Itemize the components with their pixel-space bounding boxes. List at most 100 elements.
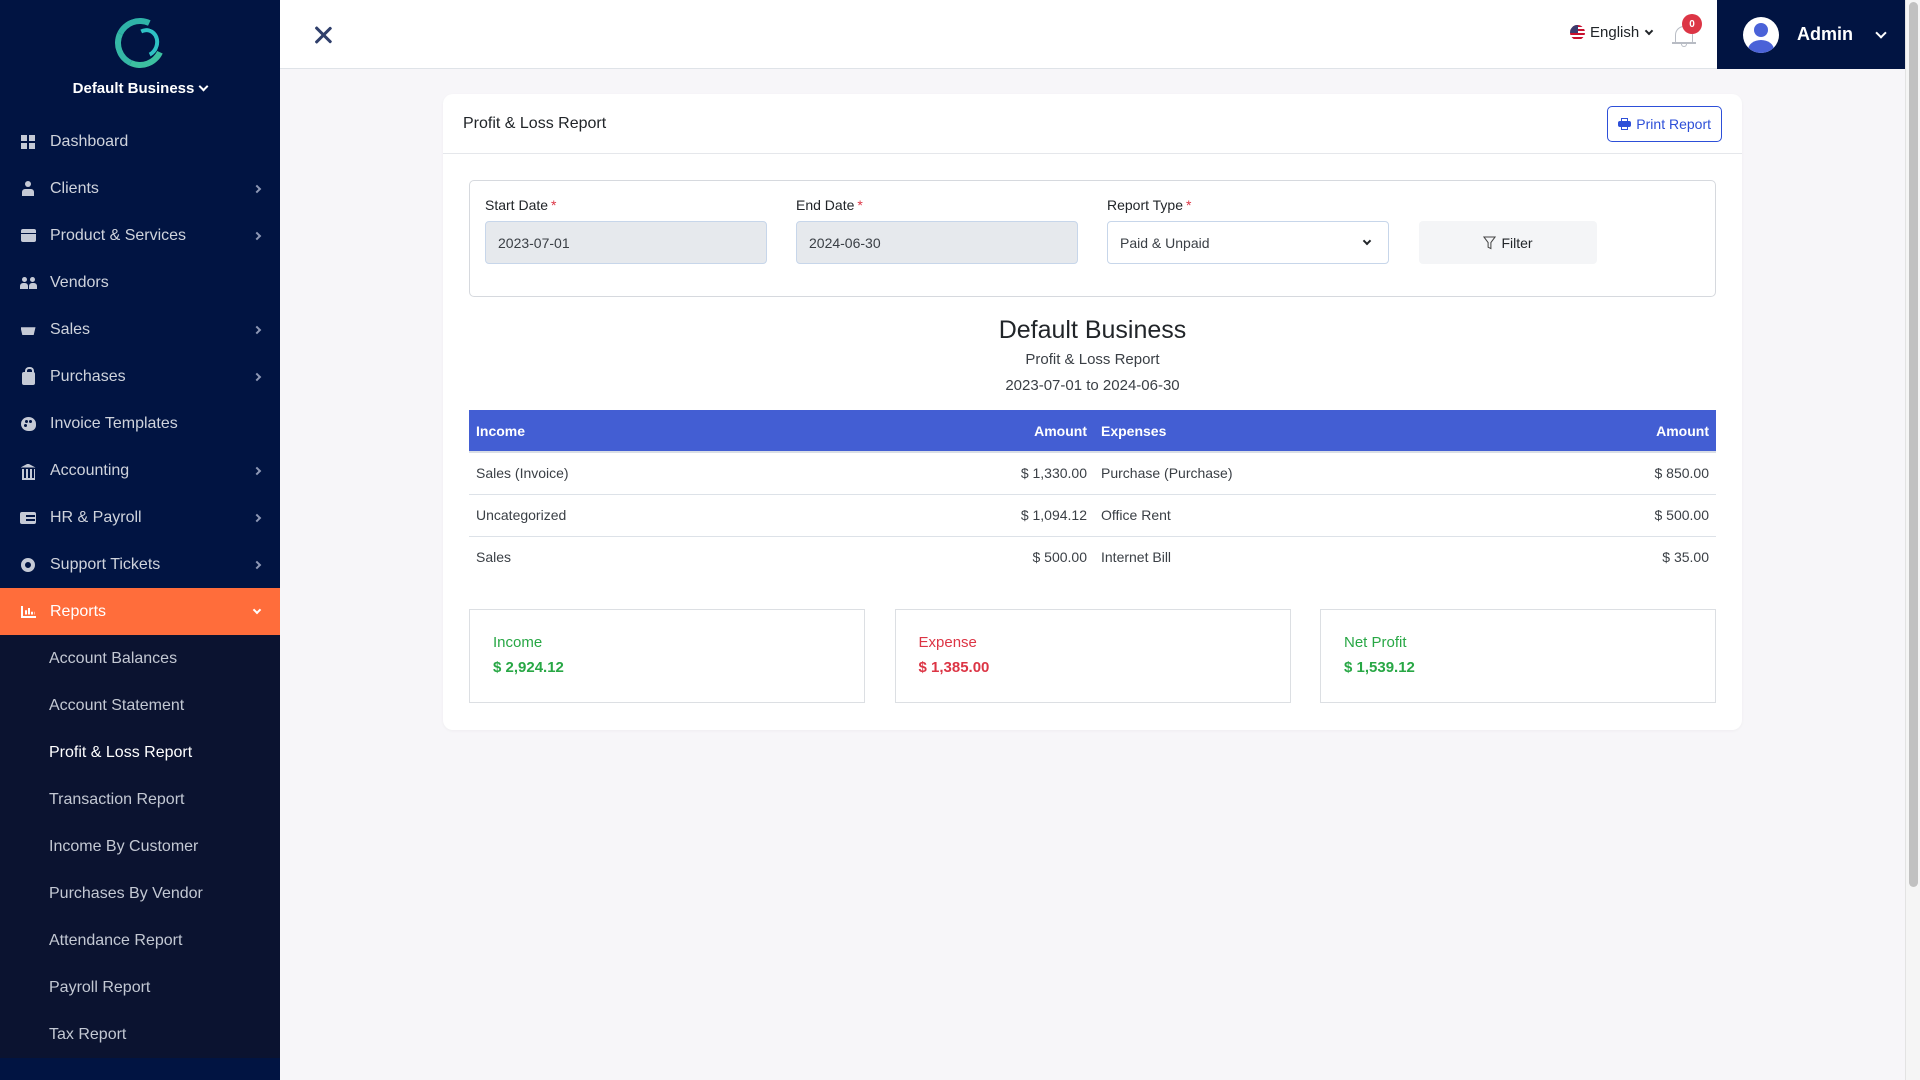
user-tie-icon	[20, 181, 36, 197]
report-card: Profit & Loss Report Print Report Start …	[443, 94, 1742, 730]
life-ring-icon	[20, 557, 36, 573]
submenu-item-tax-report[interactable]: Tax Report	[49, 1025, 127, 1043]
app-logo-icon	[107, 10, 173, 76]
income-amount: $ 500.00	[1032, 549, 1088, 566]
end-date-input[interactable]: 2024-06-30	[796, 221, 1078, 264]
expense-category: Purchase (Purchase)	[1094, 452, 1517, 495]
sidebar-menu: Dashboard Clients Product & Services Ven…	[0, 118, 280, 635]
expense-amount: $ 850.00	[1516, 452, 1716, 495]
print-report-label: Print Report	[1636, 115, 1711, 132]
report-type-field: Report Type * Paid & Unpaid	[1107, 197, 1389, 264]
chevron-right-icon	[252, 231, 262, 240]
scrollbar-thumb[interactable]	[1909, 2, 1918, 887]
sidebar-item-label: Reports	[50, 602, 107, 620]
sidebar-item-purchases[interactable]: Purchases	[0, 353, 280, 400]
submenu-item-income-by-customer[interactable]: Income By Customer	[49, 837, 199, 855]
submenu-item-payroll-report[interactable]: Payroll Report	[49, 978, 151, 996]
submenu-item-transaction-report[interactable]: Transaction Report	[49, 790, 185, 808]
end-date-label: End Date *	[796, 197, 863, 213]
sidebar-item-support-tickets[interactable]: Support Tickets	[0, 541, 280, 588]
business-switcher[interactable]: Default Business	[72, 80, 209, 97]
income-amount: $ 1,094.12	[974, 494, 1094, 537]
column-expense-amount: Amount	[1516, 410, 1716, 453]
printer-icon	[1618, 117, 1632, 130]
box-icon	[20, 228, 36, 244]
chart-bar-icon	[20, 604, 36, 620]
income-amount: $ 1,330.00	[974, 452, 1094, 495]
chevron-down-icon	[1362, 236, 1372, 245]
sidebar-item-reports[interactable]: Reports	[0, 588, 280, 635]
filter-panel: Start Date * 2023-07-01 End Date * 2024-06…	[469, 180, 1716, 297]
palette-icon	[20, 416, 36, 432]
chevron-right-icon	[252, 184, 262, 193]
start-date-input[interactable]: 2023-07-01	[485, 221, 767, 264]
column-income-amount: Amount	[974, 410, 1094, 453]
expense-total-value: $ 1,385.00	[918, 659, 990, 676]
print-report-button[interactable]: Print Report	[1607, 105, 1722, 142]
sidebar-item-accounting[interactable]: Accounting	[0, 447, 280, 494]
user-menu[interactable]: Admin	[1717, 0, 1905, 69]
profit-loss-table: Income Amount Expenses Amount Sales (Inv…	[469, 410, 1716, 578]
bank-icon	[20, 463, 36, 480]
income-total-value: $ 2,924.12	[493, 659, 564, 676]
report-type-select[interactable]: Paid & Unpaid	[1107, 221, 1389, 264]
chevron-down-icon	[1875, 26, 1887, 39]
chevron-down-icon	[1644, 26, 1654, 35]
avatar	[1743, 16, 1779, 53]
language-selector[interactable]: English	[1570, 24, 1654, 41]
sidebar-item-sales[interactable]: Sales	[0, 306, 280, 353]
sidebar-item-label: HR & Payroll	[50, 508, 142, 526]
money-card-icon	[20, 510, 36, 526]
report-type-label: Report Type *	[1107, 197, 1192, 213]
submenu-item-attendance-report[interactable]: Attendance Report	[49, 931, 183, 949]
income-total-box: Income $ 2,924.12	[469, 609, 865, 703]
submenu-item-purchases-by-vendor[interactable]: Purchases By Vendor	[49, 884, 203, 902]
users-icon	[20, 275, 37, 291]
end-date-field: End Date * 2024-06-30	[796, 197, 1078, 264]
chevron-right-icon	[252, 372, 262, 381]
report-type-value: Paid & Unpaid	[1120, 234, 1210, 251]
close-sidebar-button[interactable]	[310, 22, 336, 48]
page-title: Profit & Loss Report	[463, 114, 607, 132]
report-subtitle: Profit & Loss Report	[1025, 351, 1160, 368]
business-name: Default Business	[72, 80, 195, 97]
us-flag-icon	[1570, 25, 1585, 40]
expense-category: Office Rent	[1094, 494, 1517, 537]
table-row: Uncategorized $ 1,094.12 Office Rent $ 5…	[469, 494, 1716, 537]
sidebar-item-clients[interactable]: Clients	[0, 165, 280, 212]
sidebar-item-products-services[interactable]: Product & Services	[0, 212, 280, 259]
expense-total-box: Expense $ 1,385.00	[894, 609, 1291, 703]
income-total-label: Income	[493, 634, 543, 651]
sidebar-item-label: Dashboard	[50, 132, 129, 150]
sidebar-item-label: Vendors	[50, 273, 109, 291]
page-scrollbar[interactable]	[1905, 0, 1920, 1080]
chevron-right-icon	[252, 466, 262, 475]
brand: Default Business	[0, 0, 280, 118]
chevron-right-icon	[252, 325, 262, 334]
net-profit-box: Net Profit $ 1,539.12	[1320, 609, 1716, 703]
sidebar-item-label: Purchases	[50, 367, 126, 385]
net-profit-label: Net Profit	[1344, 634, 1407, 651]
sidebar-item-label: Sales	[50, 320, 91, 338]
submenu-item-profit-loss-report[interactable]: Profit & Loss Report	[49, 743, 193, 761]
submenu-item-account-statement[interactable]: Account Statement	[49, 696, 185, 714]
income-category: Sales (Invoice)	[469, 452, 974, 495]
sidebar-item-label: Accounting	[50, 461, 130, 479]
top-bar: English 0 Admin	[280, 0, 1905, 69]
submenu-item-account-balances[interactable]: Account Balances	[49, 649, 178, 667]
table-row: Sales $ 500.00 Internet Bill $ 35.00	[469, 536, 1716, 578]
sidebar-item-invoice-templates[interactable]: Invoice Templates	[0, 400, 280, 447]
net-profit-value: $ 1,539.12	[1344, 659, 1415, 676]
funnel-icon	[1483, 235, 1497, 249]
reports-submenu: Account Balances Account Statement Profi…	[0, 635, 280, 1058]
sidebar-item-hr-payroll[interactable]: HR & Payroll	[0, 494, 280, 541]
totals-summary: Income $ 2,924.12 Expense $ 1,385.00 Net…	[469, 609, 1716, 703]
sidebar: Default Business Dashboard Clients Produ…	[0, 0, 280, 1080]
table-header-row: Income Amount Expenses Amount	[469, 410, 1716, 453]
filter-button[interactable]: Filter	[1419, 221, 1597, 264]
report-date-range: 2023-07-01 to 2024-06-30	[1005, 377, 1180, 394]
start-date-field: Start Date * 2023-07-01	[485, 197, 767, 264]
sidebar-item-vendors[interactable]: Vendors	[0, 259, 280, 306]
sidebar-item-dashboard[interactable]: Dashboard	[0, 118, 280, 165]
filter-label: Filter	[1501, 234, 1533, 251]
